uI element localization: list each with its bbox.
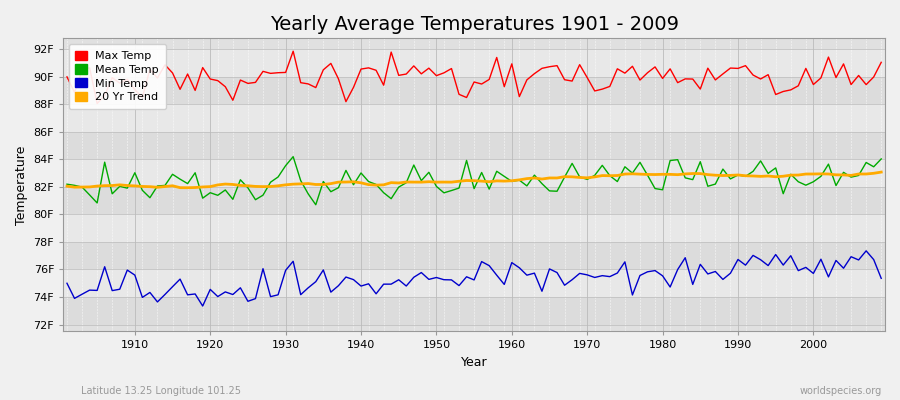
Max Temp [514, 94, 525, 99]
Min Temp [122, 268, 132, 272]
20 Yr Trend [295, 182, 306, 186]
Max Temp [92, 101, 103, 106]
20 Yr Trend [507, 178, 517, 183]
Mean Temp [348, 182, 359, 187]
Bar [63, 104, 885, 132]
Bar [63, 160, 885, 187]
20 Yr Trend [61, 184, 72, 188]
Mean Temp [521, 184, 532, 188]
20 Yr Trend [182, 185, 193, 190]
Mean Temp [122, 186, 132, 190]
Mean Temp [61, 182, 72, 186]
Max Temp [302, 82, 313, 86]
Max Temp [288, 49, 299, 54]
Min Temp [295, 292, 306, 297]
Max Temp [612, 66, 623, 71]
Bar [63, 214, 885, 242]
20 Yr Trend [122, 183, 132, 188]
Max Temp [348, 85, 359, 90]
Bar [63, 132, 885, 160]
Min Temp [61, 281, 72, 286]
20 Yr Trend [514, 178, 525, 182]
Max Temp [61, 74, 72, 79]
Mean Temp [295, 178, 306, 183]
Mean Temp [288, 154, 299, 159]
Bar [63, 270, 885, 297]
Min Temp [340, 275, 351, 280]
Bar [63, 297, 885, 324]
Min Temp [860, 248, 871, 253]
Min Temp [197, 304, 208, 308]
Min Temp [507, 260, 517, 265]
Mean Temp [514, 178, 525, 182]
20 Yr Trend [876, 170, 886, 174]
20 Yr Trend [605, 173, 616, 178]
20 Yr Trend [340, 180, 351, 184]
X-axis label: Year: Year [461, 356, 488, 369]
Bar [63, 77, 885, 104]
Line: Max Temp: Max Temp [67, 51, 881, 104]
Min Temp [876, 276, 886, 281]
Bar [63, 49, 885, 77]
Line: Mean Temp: Mean Temp [67, 157, 881, 205]
Max Temp [521, 78, 532, 82]
Title: Yearly Average Temperatures 1901 - 2009: Yearly Average Temperatures 1901 - 2009 [270, 15, 679, 34]
Min Temp [514, 265, 525, 270]
Text: worldspecies.org: worldspecies.org [800, 386, 882, 396]
Line: 20 Yr Trend: 20 Yr Trend [67, 172, 881, 188]
Max Temp [876, 60, 886, 65]
Min Temp [605, 274, 616, 279]
Bar [63, 242, 885, 270]
Legend: Max Temp, Mean Temp, Min Temp, 20 Yr Trend: Max Temp, Mean Temp, Min Temp, 20 Yr Tre… [68, 44, 166, 109]
Bar [63, 187, 885, 214]
Mean Temp [612, 179, 623, 184]
Mean Temp [310, 202, 321, 207]
Text: Latitude 13.25 Longitude 101.25: Latitude 13.25 Longitude 101.25 [81, 386, 241, 396]
Max Temp [130, 87, 140, 92]
Line: Min Temp: Min Temp [67, 251, 881, 306]
Mean Temp [876, 156, 886, 161]
Y-axis label: Temperature: Temperature [15, 145, 28, 224]
